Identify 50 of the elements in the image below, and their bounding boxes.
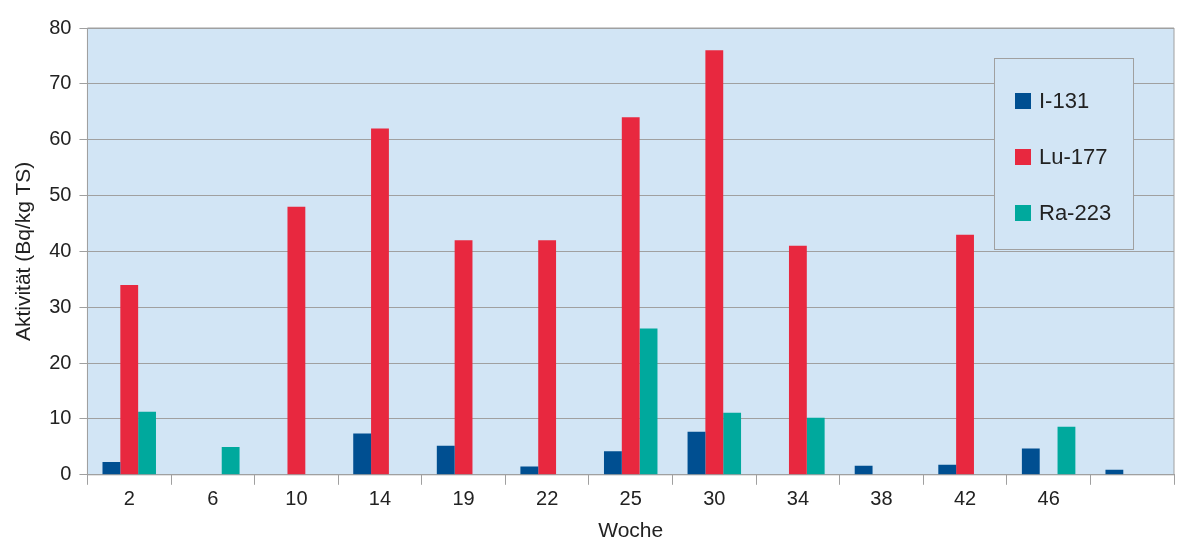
legend-label: I-131 <box>1039 88 1090 114</box>
bar <box>436 445 455 475</box>
x-tick-label: 2 <box>123 487 135 510</box>
bar <box>705 50 724 475</box>
bar <box>371 128 389 475</box>
bar <box>1057 426 1076 475</box>
x-tick-label: 46 <box>1037 487 1060 510</box>
legend-label: Ra-223 <box>1039 200 1112 226</box>
bar <box>687 431 706 475</box>
x-tick-label: 42 <box>953 487 977 510</box>
bar <box>538 240 557 475</box>
bar <box>520 466 539 475</box>
bar <box>854 465 873 475</box>
y-tick-label: 0 <box>60 462 72 485</box>
y-tick-label: 40 <box>49 238 72 261</box>
y-tick-label: 20 <box>49 350 72 373</box>
bar <box>138 411 156 475</box>
x-tick-label: 10 <box>285 487 308 510</box>
y-tick-label: 10 <box>49 406 72 429</box>
x-tick-label: 6 <box>207 487 219 510</box>
x-tick-label: 19 <box>452 487 475 510</box>
bar <box>454 240 473 475</box>
bar <box>938 464 957 475</box>
y-tick-label: 30 <box>49 294 72 317</box>
bar <box>603 451 622 475</box>
y-tick-label: 50 <box>49 183 72 206</box>
bar <box>806 417 825 475</box>
y-axis-title: Aktivität (Bq/kg TS) <box>11 161 35 342</box>
bar <box>723 412 742 475</box>
x-tick-label: 34 <box>786 487 810 510</box>
legend-label: Lu-177 <box>1039 144 1108 170</box>
y-tick-label: 80 <box>49 15 72 38</box>
y-tick-label: 60 <box>49 127 72 150</box>
y-tick-label: 70 <box>49 71 72 94</box>
bar <box>353 433 372 475</box>
bar <box>788 245 807 475</box>
x-tick-label: 38 <box>870 487 893 510</box>
x-axis-title: Woche <box>598 518 664 542</box>
x-tick-label: 22 <box>536 487 559 510</box>
x-tick-label: 14 <box>368 487 392 510</box>
bar <box>1021 448 1040 475</box>
bar <box>639 328 658 475</box>
bar <box>102 461 121 475</box>
bar <box>287 206 306 475</box>
bar <box>621 117 640 475</box>
bar <box>956 234 974 475</box>
bar <box>221 446 240 475</box>
bar <box>120 284 139 475</box>
x-tick-label: 30 <box>703 487 726 510</box>
x-tick-label: 25 <box>619 487 642 510</box>
